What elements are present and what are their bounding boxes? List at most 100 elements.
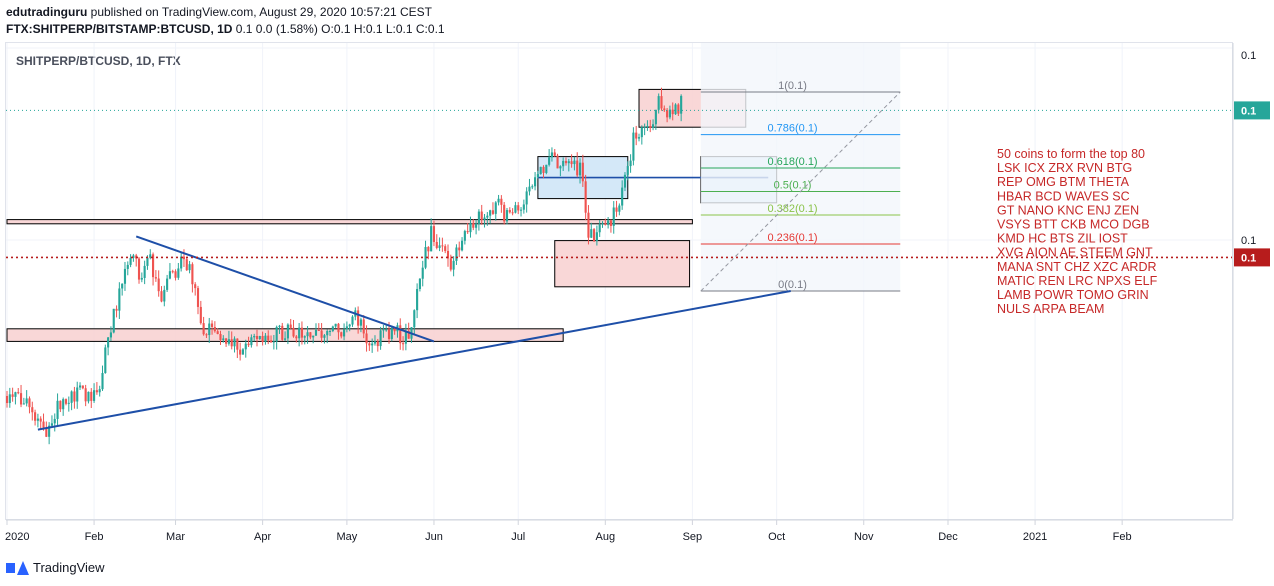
- published-text: published on TradingView.com, August 29,…: [87, 5, 433, 19]
- candle-body: [140, 277, 143, 280]
- candle-body: [401, 343, 405, 345]
- candle-body: [56, 400, 59, 419]
- candle-body: [534, 177, 537, 187]
- plot-area: 1.272(0.1) 1(0.1) 0.786(0.1) 0.618(0.1) 0.5(…: [6, 43, 1232, 519]
- candle-body: [483, 217, 486, 221]
- candle-body: [225, 338, 228, 344]
- candle-body: [385, 329, 388, 331]
- candle-body: [22, 403, 25, 405]
- candle-body: [78, 385, 82, 388]
- fib-level-label: 0(0.1): [778, 279, 807, 291]
- candle-body: [531, 186, 534, 188]
- candle-body: [337, 323, 340, 333]
- time-axis-label: Nov: [854, 531, 874, 543]
- candle-body: [601, 223, 604, 225]
- candle-body: [230, 339, 233, 347]
- candle-body: [14, 392, 17, 397]
- candle-body: [39, 418, 42, 422]
- candle-body: [559, 166, 562, 169]
- candle-body: [90, 391, 93, 401]
- last-price-badge-label: 0.1: [1241, 105, 1256, 117]
- candle-body: [81, 385, 84, 389]
- candle-body: [441, 245, 444, 247]
- time-axis-label: Apr: [254, 531, 271, 543]
- candle-body: [281, 325, 284, 340]
- time-axis-label: May: [336, 531, 357, 543]
- time-axis-label: Aug: [596, 531, 616, 543]
- annotation-line: REP OMG BTM THETA: [997, 175, 1130, 189]
- candle-body: [157, 278, 160, 292]
- candle-body: [629, 160, 632, 167]
- candle-body: [331, 326, 334, 332]
- candle-body: [314, 329, 318, 336]
- candle-body: [553, 152, 556, 156]
- candle-body: [168, 271, 171, 279]
- symbol-full[interactable]: FTX:SHITPERP/BITSTAMP:BTCUSD, 1D: [6, 22, 233, 36]
- last-price-badge: [1234, 101, 1270, 120]
- candle-body: [418, 278, 421, 289]
- candle-body: [53, 418, 56, 424]
- candle-body: [475, 223, 478, 228]
- annotation-line: KMD HC BTS ZIL IOST: [997, 232, 1128, 246]
- candle-body: [362, 319, 365, 334]
- candle-body: [581, 162, 584, 182]
- price-axis: 0.1 0.1 0.1 0.1: [1232, 43, 1270, 519]
- candle-body: [267, 335, 270, 341]
- candle-body: [348, 324, 351, 327]
- candle-body: [163, 289, 166, 302]
- candle-body: [517, 205, 520, 211]
- candle-body: [104, 347, 107, 374]
- candle-body: [317, 329, 320, 331]
- candle-body: [202, 323, 205, 335]
- candle-body: [264, 335, 267, 342]
- candle-body: [609, 220, 612, 226]
- symbol-info: FTX:SHITPERP/BITSTAMP:BTCUSD, 1D 0.1 0.0…: [6, 22, 445, 36]
- candle-body: [458, 247, 461, 251]
- candle-body: [427, 247, 430, 252]
- candle-body: [306, 332, 309, 337]
- candle-body: [289, 324, 292, 328]
- candle-body: [59, 400, 62, 410]
- candle-body: [446, 250, 450, 259]
- candle-body: [199, 306, 202, 324]
- candle-body: [250, 337, 253, 346]
- fib-level-label: 1(0.1): [778, 80, 807, 92]
- candle-body: [76, 387, 79, 402]
- candle-body: [621, 187, 624, 206]
- candle-body: [503, 204, 506, 222]
- candle-body: [379, 330, 382, 347]
- candle-body: [371, 343, 374, 346]
- candle-body: [328, 331, 332, 333]
- candle-body: [126, 264, 129, 269]
- candle-body: [272, 341, 275, 343]
- fib-trend-line: [700, 91, 901, 292]
- annotation-line: XVG AION AE STEEM GNT: [997, 246, 1153, 260]
- candle-body: [98, 389, 101, 393]
- candle-body: [42, 421, 45, 428]
- candle-body: [255, 336, 259, 340]
- candle-body: [387, 329, 391, 339]
- candle-body: [399, 325, 402, 344]
- candle-body: [236, 338, 239, 350]
- candle-body: [345, 326, 348, 330]
- footer[interactable]: TradingView: [6, 560, 105, 575]
- candle-body: [295, 336, 298, 339]
- resistance-zone: [6, 219, 693, 225]
- candle-body: [258, 336, 261, 340]
- candle-body: [93, 390, 96, 401]
- candle-body: [182, 256, 186, 260]
- candle-body: [129, 257, 132, 265]
- candle-body: [562, 160, 565, 167]
- publisher-name[interactable]: edutradinguru: [6, 5, 88, 19]
- candle-body: [34, 412, 37, 421]
- candle-body: [284, 338, 287, 340]
- candle-body: [118, 288, 121, 311]
- candle-body: [222, 338, 225, 340]
- fib-level-label: 0.5(0.1): [774, 180, 812, 192]
- candle-body: [196, 288, 200, 307]
- candle-body: [286, 324, 289, 339]
- candle-body: [663, 108, 666, 111]
- candle-body: [213, 326, 216, 332]
